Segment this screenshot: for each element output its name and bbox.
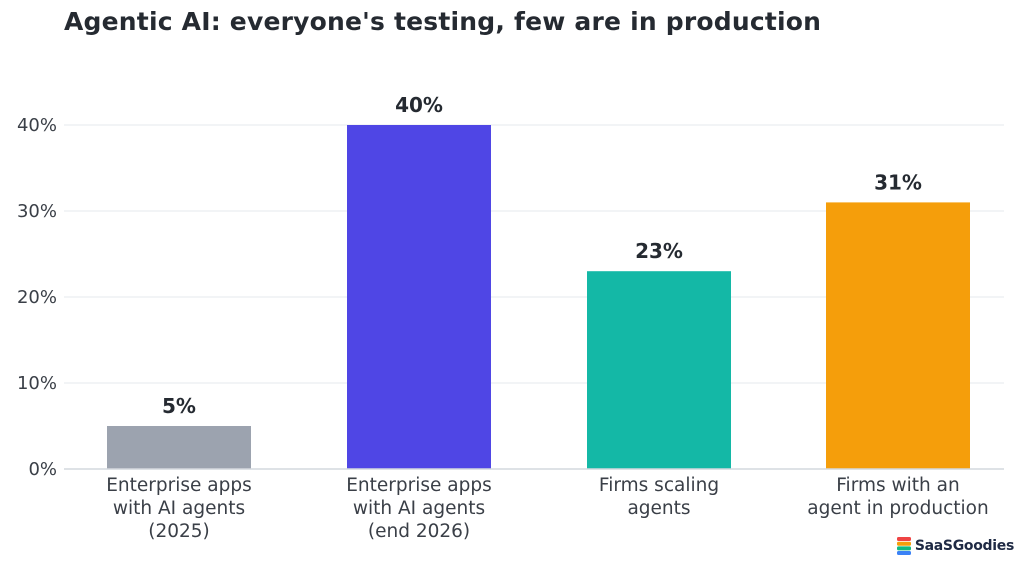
y-tick-label: 20% <box>17 287 57 308</box>
data-labels: 5% 40% 23% 31% <box>162 93 922 418</box>
data-label: 31% <box>874 170 922 194</box>
x-category-label: (2025) <box>148 521 210 542</box>
stacked-layers-logo-icon <box>896 537 911 555</box>
bar <box>107 426 251 469</box>
bar <box>347 125 491 469</box>
x-category-label: Firms scaling <box>599 475 719 496</box>
bar <box>826 202 970 469</box>
x-category-label: Enterprise apps <box>346 475 492 496</box>
y-axis: 0% 10% 20% 30% 40% <box>17 115 57 480</box>
chart-title: Agentic AI: everyone's testing, few are … <box>64 7 822 36</box>
y-tick-label: 30% <box>17 201 57 222</box>
x-category-label: Firms with an <box>836 475 959 496</box>
x-category-label: with AI agents <box>113 498 245 519</box>
x-category-label: Enterprise apps <box>106 475 252 496</box>
y-tick-label: 40% <box>17 115 57 136</box>
x-category-label: agent in production <box>807 498 988 519</box>
data-label: 5% <box>162 394 196 418</box>
x-category-label: (end 2026) <box>368 521 470 542</box>
data-label: 40% <box>395 93 443 117</box>
bars <box>107 125 970 469</box>
brand-logo: SaaSGoodies <box>896 537 1014 555</box>
y-tick-label: 10% <box>17 373 57 394</box>
data-label: 23% <box>635 239 683 263</box>
brand-name: SaaSGoodies <box>914 538 1014 554</box>
x-category-label: agents <box>627 498 690 519</box>
y-tick-label: 0% <box>28 459 57 480</box>
x-category-label: with AI agents <box>353 498 485 519</box>
bar <box>587 271 731 469</box>
